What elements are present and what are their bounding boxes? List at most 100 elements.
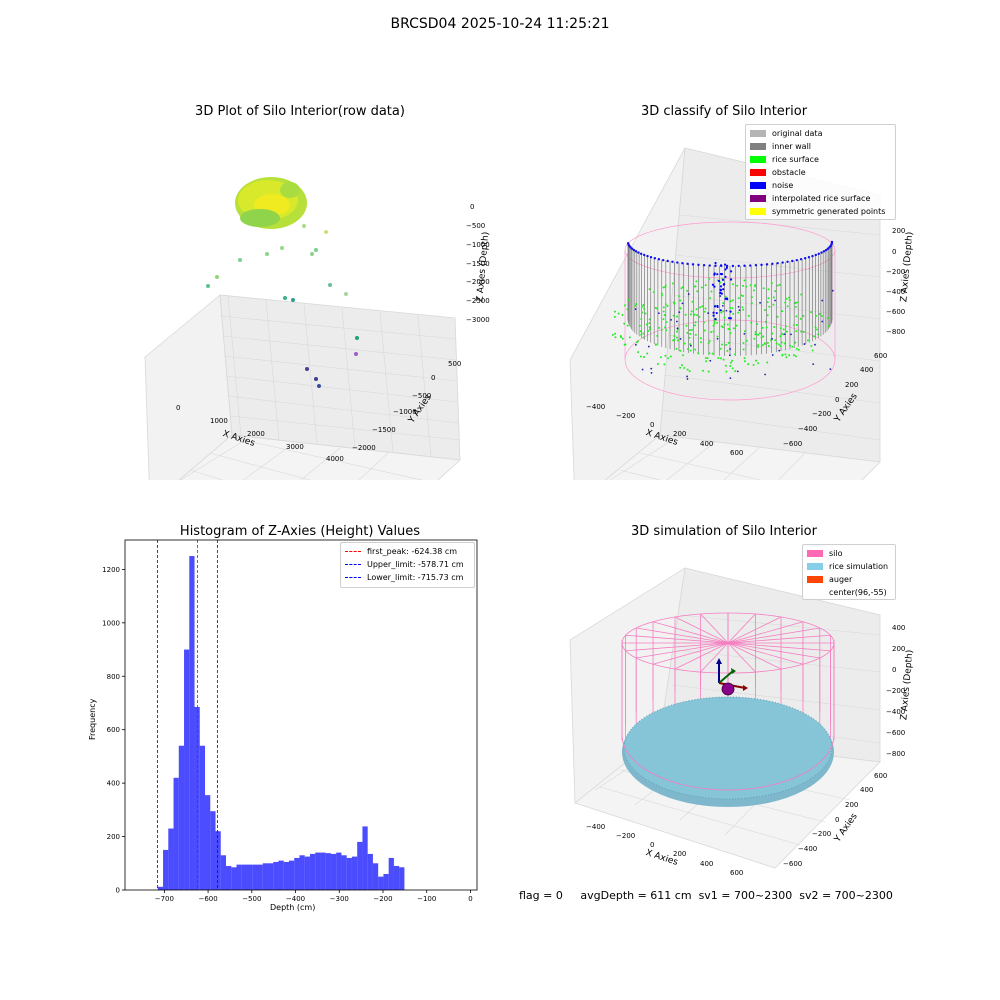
sim-z-tick: −800	[886, 750, 906, 758]
classify-y-tick: 0	[835, 396, 840, 404]
raw-z-tick: −1000	[466, 241, 490, 249]
rice-surface-point	[729, 306, 732, 309]
rice-surface-point	[641, 305, 644, 308]
rice-surface-point	[679, 307, 682, 310]
simulation-legend: silo rice simulation auger center(96,-55)	[802, 544, 896, 600]
rice-surface-point	[627, 299, 630, 302]
rice-surface-point	[792, 354, 795, 357]
noise-point	[754, 264, 758, 267]
rice-surface-point	[745, 285, 748, 288]
rice-surface-point	[721, 343, 724, 346]
noise-point	[689, 344, 692, 347]
rice-surface-point	[767, 345, 770, 348]
noise-point	[826, 247, 830, 250]
rice-surface-point	[741, 306, 744, 309]
rice-surface-point	[722, 358, 725, 361]
noise-point	[634, 343, 637, 346]
rice-surface-point	[719, 281, 722, 284]
raw-3d-gridlines	[180, 295, 461, 480]
rice-surface-point	[701, 305, 704, 308]
rice-surface-point	[712, 324, 715, 327]
rice-surface-point	[785, 330, 788, 333]
rice-surface-point	[732, 327, 735, 330]
noise-point	[764, 373, 767, 376]
rice-surface-point	[695, 280, 698, 283]
sim-y-tick: 400	[860, 786, 874, 794]
noise-point	[719, 288, 722, 291]
histogram-bar	[236, 864, 242, 890]
rice-surface-point	[619, 334, 622, 337]
histogram-bar	[346, 857, 352, 890]
raw-y-tick: 500	[448, 360, 462, 368]
rice-surface-point	[660, 328, 663, 331]
rice-surface-point	[643, 307, 646, 310]
noise-point	[632, 248, 636, 252]
raw-y-tick: −2000	[352, 444, 376, 452]
rice-surface-point	[648, 328, 651, 331]
rice-surface-point	[663, 314, 666, 317]
rice-surface-point	[781, 353, 784, 356]
noise-point	[708, 264, 711, 267]
rice-surface-point	[688, 329, 691, 332]
classify-x-tick: −400	[586, 403, 606, 411]
noise-point	[820, 251, 823, 254]
noise-point	[743, 264, 746, 267]
rice-surface-point	[763, 342, 766, 345]
rice-surface-point	[683, 366, 686, 369]
noise-point	[737, 264, 740, 268]
silo-roof-spoke	[727, 642, 756, 673]
rice-surface-point	[765, 326, 768, 329]
histogram-legend: first_peak: -624.38 cm Upper_limit: -578.…	[340, 542, 475, 588]
sim-y-tick: 200	[845, 801, 859, 809]
sim-y-tick: −600	[783, 860, 803, 868]
noise-point	[641, 368, 644, 371]
noise-point	[817, 252, 821, 256]
raw-point-cloud-blob	[235, 177, 307, 229]
noise-point	[719, 309, 722, 312]
raw-z-tick: −3000	[466, 316, 490, 324]
rice-surface-point	[802, 330, 805, 333]
rice-surface-point	[659, 356, 662, 359]
silo-roof-spoke	[727, 627, 820, 644]
noise-point	[670, 318, 673, 321]
rice-surface-point	[778, 283, 781, 286]
raw-z-tick: 0	[470, 203, 475, 211]
rice-surface-point	[613, 315, 616, 318]
simulation-plot-title: 3D simulation of Silo Interior	[631, 524, 817, 539]
histogram-x-tick-label: −200	[373, 895, 392, 903]
histogram-bar	[378, 876, 384, 890]
figure-suptitle: BRCSD04 2025-10-24 11:25:21	[390, 16, 610, 32]
raw-scatter-layer	[206, 224, 359, 388]
rice-surface-point	[788, 354, 791, 357]
silo-roof-spoke	[700, 642, 729, 673]
rice-surface-point	[693, 313, 696, 316]
rice-surface-point	[732, 312, 735, 315]
classify-legend-item: inner wall	[750, 140, 891, 153]
classify-z-tick: 200	[892, 227, 906, 235]
rice-surface-point	[731, 367, 734, 370]
rice-surface-point	[722, 310, 725, 313]
rice-surface-point	[704, 307, 707, 310]
rice-surface-point	[697, 352, 700, 355]
silo-roof-spoke	[625, 642, 729, 652]
histogram-bar	[283, 861, 289, 890]
rice-surface-point	[687, 348, 690, 351]
rice-surface-point	[681, 286, 684, 289]
rice-surface-point	[788, 344, 791, 347]
rice-surface-point	[737, 297, 740, 300]
rice-surface-point	[810, 311, 813, 314]
silo-roof-spoke	[674, 642, 729, 670]
rice-surface-point	[780, 332, 783, 335]
sv2-text: sv2 = 700~2300	[799, 889, 893, 902]
histogram-bar	[194, 706, 200, 890]
rice-surface-point	[723, 316, 726, 319]
rice-surface-point	[742, 348, 745, 351]
histogram-y-tick-label: 0	[116, 887, 120, 895]
raw-y-tick: −1500	[372, 426, 396, 434]
classify-legend-item: symmetric generated points	[750, 205, 891, 218]
noise-point	[791, 259, 794, 263]
rice-surface-point	[660, 292, 663, 295]
rice-surface-point	[766, 314, 769, 317]
raw-3d-panes	[144, 294, 461, 480]
rice-surface-point	[772, 296, 775, 299]
